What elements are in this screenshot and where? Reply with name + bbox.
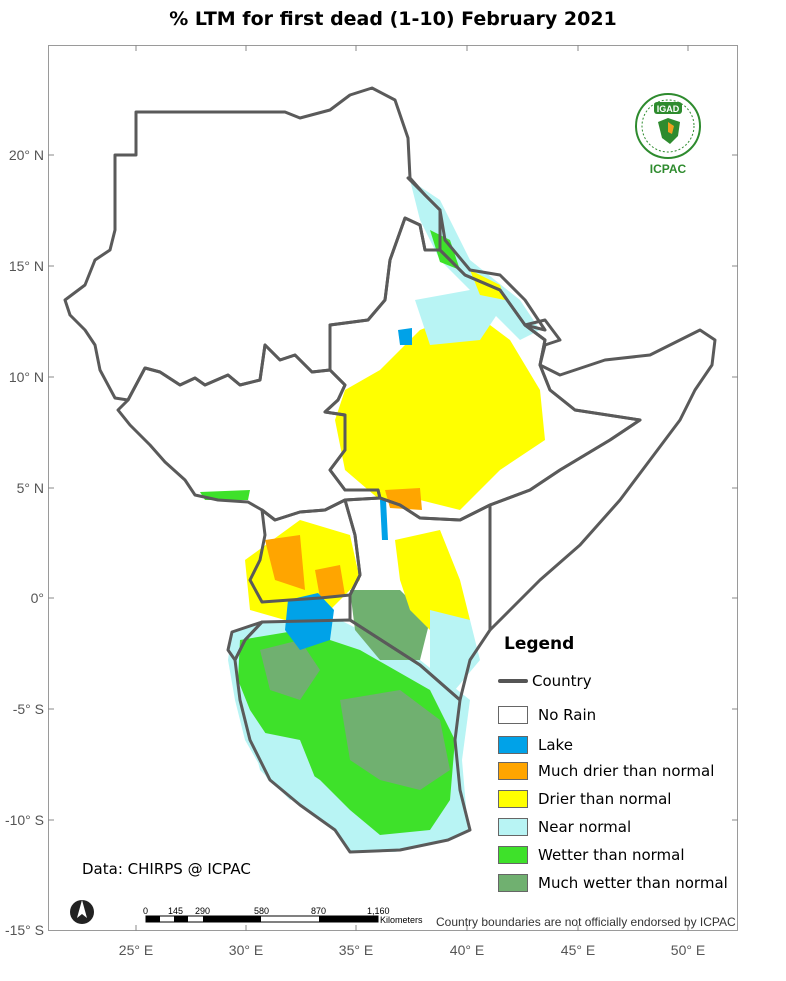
swatch-much-drier bbox=[498, 762, 528, 780]
scale-bar bbox=[145, 915, 379, 923]
lat-label-10s: -10° S bbox=[4, 812, 44, 828]
boundary-rwanda-burundi bbox=[226, 620, 264, 662]
swatch-much-wetter bbox=[498, 874, 528, 892]
legend-title: Legend bbox=[504, 634, 575, 654]
region-much-drier-uganda-2 bbox=[315, 565, 345, 598]
region-drier-kenya bbox=[395, 530, 470, 640]
region-wetter-ethiopia-nw bbox=[398, 328, 412, 345]
data-credit: Data: CHIRPS @ ICPAC bbox=[82, 860, 251, 878]
lon-label-30e: 30° E bbox=[228, 942, 264, 958]
scale-tick-580: 580 bbox=[254, 906, 270, 916]
map-title: % LTM for first dead (1-10) February 202… bbox=[169, 8, 617, 30]
region-much-drier-uganda-1 bbox=[265, 535, 305, 590]
lat-label-5s: -5° S bbox=[12, 701, 44, 717]
swatch-lake bbox=[498, 736, 528, 754]
legend-label-lake: Lake bbox=[538, 736, 573, 754]
legend-label-much-wetter: Much wetter than normal bbox=[538, 874, 728, 892]
boundary-somalia bbox=[488, 328, 717, 632]
legend-row-wetter: Wetter than normal bbox=[498, 846, 685, 864]
region-near-normal-pocket bbox=[250, 730, 320, 800]
lat-label-10n: 10° N bbox=[8, 369, 44, 385]
logo-bottom-text: ICPAC bbox=[649, 162, 687, 176]
lat-label-0: 0° bbox=[30, 590, 44, 606]
legend-row-much-wetter: Much wetter than normal bbox=[498, 874, 728, 892]
legend-row-country: Country bbox=[498, 672, 592, 690]
north-arrow-icon bbox=[70, 900, 94, 924]
country-line-swatch bbox=[498, 679, 528, 683]
boundary-uganda bbox=[248, 498, 362, 604]
boundary-sudan bbox=[63, 86, 442, 402]
legend-row-near-normal: Near normal bbox=[498, 818, 631, 836]
legend-label-much-drier: Much drier than normal bbox=[538, 762, 715, 780]
lat-label-15s: -15° S bbox=[4, 922, 44, 938]
lat-label-5n: 5° N bbox=[16, 480, 44, 496]
scale-tick-0: 0 bbox=[143, 906, 149, 916]
lon-label-40e: 40° E bbox=[449, 942, 485, 958]
legend-label-no-rain: No Rain bbox=[538, 706, 597, 724]
logo-top-text: IGAD bbox=[657, 104, 680, 114]
scale-tick-145: 145 bbox=[168, 906, 184, 916]
swatch-near-normal bbox=[498, 818, 528, 836]
swatch-no-rain bbox=[498, 706, 528, 724]
boundary-disclaimer: Country boundaries are not officially en… bbox=[436, 915, 736, 929]
scale-tick-1160: 1,160 bbox=[367, 906, 390, 916]
legend-row-drier: Drier than normal bbox=[498, 790, 671, 808]
legend-label-near-normal: Near normal bbox=[538, 818, 632, 836]
map-legend: Legend Country No Rain Lake Much drier t… bbox=[498, 634, 738, 892]
legend-row-much-drier: Much drier than normal bbox=[498, 762, 714, 780]
legend-label-wetter: Wetter than normal bbox=[538, 846, 685, 864]
igad-icpac-logo: IGAD bbox=[635, 93, 701, 159]
region-much-wetter-3 bbox=[340, 690, 450, 790]
lon-label-35e: 35° E bbox=[338, 942, 374, 958]
boundary-djibouti bbox=[523, 318, 562, 367]
region-drier-ethiopia bbox=[335, 310, 545, 510]
legend-row-no-rain: No Rain bbox=[498, 706, 596, 724]
region-wetter-eritrea bbox=[430, 230, 460, 270]
legend-row-lake: Lake bbox=[498, 736, 573, 754]
region-much-wetter-2 bbox=[260, 640, 320, 700]
lon-label-45e: 45° E bbox=[560, 942, 596, 958]
tick-marks bbox=[48, 45, 738, 931]
scale-unit: Kilometers bbox=[380, 915, 423, 925]
scale-tick-290: 290 bbox=[195, 906, 211, 916]
lat-label-20n: 20° N bbox=[8, 147, 44, 163]
legend-label-drier: Drier than normal bbox=[538, 790, 672, 808]
legend-label-country: Country bbox=[532, 672, 592, 690]
lat-label-15n: 15° N bbox=[8, 258, 44, 274]
boundary-eritrea bbox=[406, 176, 547, 332]
region-near-normal-ethiopia bbox=[415, 290, 500, 345]
swatch-drier bbox=[498, 790, 528, 808]
scale-tick-870: 870 bbox=[311, 906, 327, 916]
country-boundaries bbox=[63, 86, 717, 854]
swatch-wetter bbox=[498, 846, 528, 864]
lake-turkana bbox=[380, 500, 388, 540]
rainfall-anomaly-layer bbox=[200, 180, 545, 852]
lon-label-50e: 50° E bbox=[670, 942, 706, 958]
boundary-tanzania bbox=[233, 618, 472, 854]
lon-label-25e: 25° E bbox=[118, 942, 154, 958]
